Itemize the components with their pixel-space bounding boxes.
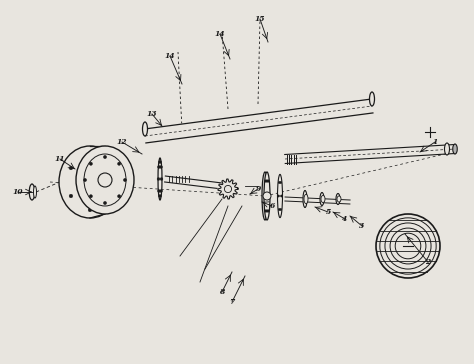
Polygon shape [285,145,455,163]
Ellipse shape [76,146,134,214]
Text: 4: 4 [342,215,347,223]
Circle shape [224,185,232,193]
Ellipse shape [29,184,35,200]
Ellipse shape [262,172,268,220]
Circle shape [107,194,111,198]
Text: 9: 9 [255,185,261,193]
Circle shape [103,201,107,205]
Polygon shape [144,99,373,143]
Polygon shape [164,176,222,189]
Circle shape [278,181,280,183]
Polygon shape [285,197,350,204]
Circle shape [281,195,283,197]
Ellipse shape [59,146,121,218]
Text: 15: 15 [255,15,265,23]
Circle shape [69,194,73,198]
Circle shape [107,166,111,170]
Circle shape [157,190,160,193]
Ellipse shape [143,122,147,136]
Circle shape [89,162,92,165]
Circle shape [267,210,269,212]
Circle shape [160,190,163,193]
Ellipse shape [370,92,374,106]
Circle shape [280,209,282,211]
Circle shape [69,166,73,170]
Circle shape [277,195,280,197]
Circle shape [264,180,267,182]
Text: 10: 10 [13,188,23,196]
Circle shape [123,178,127,182]
Ellipse shape [445,143,449,155]
Ellipse shape [453,144,457,154]
Circle shape [159,195,162,197]
Text: 5: 5 [325,208,331,216]
Ellipse shape [320,193,324,206]
Circle shape [376,214,440,278]
Ellipse shape [321,195,325,203]
Text: 14: 14 [215,30,225,38]
Text: 8: 8 [219,288,225,296]
Text: 14: 14 [165,52,175,60]
Text: 11: 11 [55,155,65,163]
Ellipse shape [264,172,270,220]
Circle shape [88,208,92,212]
Ellipse shape [337,196,341,202]
Circle shape [89,195,92,198]
Circle shape [264,195,266,197]
Circle shape [103,155,107,159]
Circle shape [263,192,271,200]
Circle shape [118,162,121,165]
Ellipse shape [158,158,162,200]
Text: 6: 6 [269,202,274,210]
Circle shape [157,178,160,181]
Ellipse shape [303,190,307,207]
Ellipse shape [277,174,283,218]
Ellipse shape [336,194,340,205]
Circle shape [83,178,87,182]
Circle shape [385,223,431,269]
Circle shape [159,161,162,163]
Circle shape [264,210,267,212]
Circle shape [278,209,280,211]
Circle shape [88,152,92,156]
Circle shape [380,218,436,274]
Text: 2: 2 [425,258,430,266]
Polygon shape [218,179,238,199]
Ellipse shape [304,194,308,204]
Circle shape [157,166,160,169]
Text: 13: 13 [147,110,157,118]
Circle shape [390,228,426,264]
Ellipse shape [34,186,36,198]
Circle shape [118,195,121,198]
Circle shape [268,195,270,197]
Circle shape [81,173,99,191]
Text: 12: 12 [117,138,127,146]
Circle shape [280,181,282,183]
Circle shape [98,173,112,187]
Circle shape [267,180,269,182]
Circle shape [395,233,421,259]
Text: 7: 7 [229,298,235,306]
Text: 3: 3 [359,222,365,230]
Circle shape [160,178,163,181]
Ellipse shape [84,154,126,206]
Circle shape [160,166,163,169]
Text: 1: 1 [432,138,438,146]
